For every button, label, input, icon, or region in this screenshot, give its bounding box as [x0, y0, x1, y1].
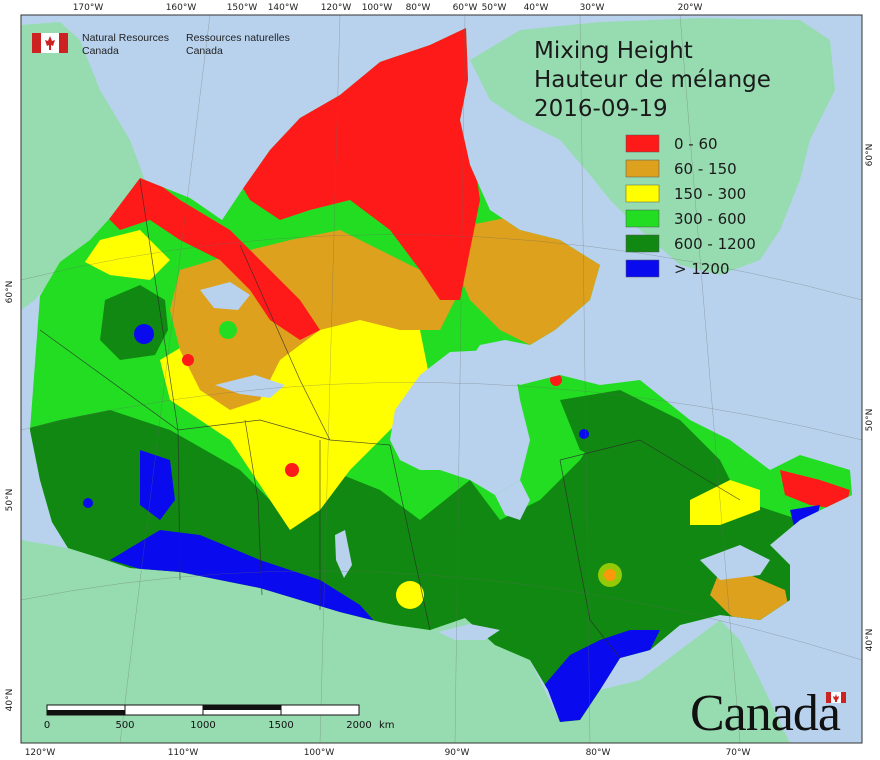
top-tick-label: 160°W — [166, 3, 197, 13]
zone-islands-red — [235, 28, 480, 300]
legend-label: 60 - 150 — [674, 160, 737, 178]
legend-label: 0 - 60 — [674, 135, 718, 153]
legend-swatch — [625, 234, 660, 253]
legend-swatch — [625, 259, 660, 278]
lake-winnipeg — [335, 530, 352, 578]
canada-flag-icon — [32, 33, 68, 53]
map-title: Mixing Height Hauteur de mélange 2016-09… — [534, 38, 771, 122]
agency-name-en-line1: Natural Resources — [82, 32, 169, 44]
scale-bar: 0 500 1000 1500 2000 km — [44, 704, 395, 731]
left-tick-label: 60°N — [5, 281, 15, 304]
zone-labrador-yellow — [690, 480, 760, 525]
gulf-st-lawrence — [700, 545, 770, 580]
zone-northwest-darkgreen — [100, 285, 168, 360]
wordmark-flag-icon — [826, 692, 846, 703]
top-tick-label: 140°W — [268, 3, 299, 13]
bottom-tick-label: 110°W — [168, 748, 199, 758]
scale-label: 1000 — [190, 720, 215, 731]
legend-swatch — [625, 159, 660, 178]
top-tick-label: 30°W — [580, 3, 605, 13]
map-frame — [20, 14, 863, 744]
spot-yellow-1 — [396, 581, 424, 609]
top-tick-label: 170°W — [73, 3, 104, 13]
james-bay — [495, 480, 530, 520]
graticule-lines — [21, 15, 862, 743]
legend-swatch — [625, 134, 660, 153]
legend-label: 600 - 1200 — [674, 235, 756, 253]
agency-name-en-line2: Canada — [82, 45, 119, 57]
spot-blue-northwest — [134, 324, 154, 344]
top-tick-label: 80°W — [406, 3, 431, 13]
legend-label: > 1200 — [674, 260, 730, 278]
scale-label: 1500 — [268, 720, 293, 731]
right-tick-label: 60°N — [865, 144, 875, 167]
spot-green-1 — [219, 321, 237, 339]
top-tick-label: 50°W — [482, 3, 507, 13]
zone-newfoundland-red — [780, 470, 850, 510]
title-fr: Hauteur de mélange — [534, 67, 771, 93]
agency-signature: Natural Resources Canada Ressources natu… — [32, 32, 290, 57]
left-tick-label: 50°N — [5, 489, 15, 512]
zone-arctic-red — [100, 170, 320, 340]
top-tick-label: 60°W — [453, 3, 478, 13]
scale-label: 0 — [44, 720, 50, 731]
lake-superior — [438, 624, 500, 640]
spot-red-3 — [550, 374, 562, 386]
spot-red-2 — [182, 354, 194, 366]
title-date: 2016-09-19 — [534, 96, 668, 122]
left-tick-label: 40°N — [5, 689, 15, 712]
top-tick-label: 150°W — [227, 3, 258, 13]
scale-label: 500 — [115, 720, 134, 731]
bottom-tick-label: 90°W — [445, 748, 470, 758]
bottom-tick-label: 100°W — [304, 748, 335, 758]
top-tick-label: 120°W — [321, 3, 352, 13]
top-tick-label: 40°W — [524, 3, 549, 13]
spot-red-1 — [285, 463, 299, 477]
bottom-tick-label: 120°W — [25, 748, 56, 758]
top-tick-label: 20°W — [678, 3, 703, 13]
zone-bc-blue — [140, 450, 175, 520]
canada-wordmark: Canada — [690, 685, 846, 742]
legend-swatch — [625, 209, 660, 228]
zone-arctic-orange — [455, 215, 600, 345]
bottom-tick-label: 80°W — [586, 748, 611, 758]
legend: 0 - 60 60 - 150 150 - 300 300 - 600 600 … — [625, 134, 756, 278]
agency-name-fr-line1: Ressources naturelles — [186, 32, 290, 44]
zone-east-darkgreen — [560, 390, 740, 520]
title-en: Mixing Height — [534, 38, 693, 64]
right-tick-label: 40°N — [865, 629, 875, 652]
agency-name-fr-line2: Canada — [186, 45, 223, 57]
bottom-tick-label: 70°W — [726, 748, 751, 758]
right-tick-label: 50°N — [865, 409, 875, 432]
province-boundaries — [39, 179, 741, 659]
spot-yellow-2 — [598, 563, 622, 587]
zone-south-blue — [110, 530, 375, 622]
legend-label: 300 - 600 — [674, 210, 746, 228]
scale-unit: km — [379, 720, 395, 731]
top-tick-label: 100°W — [362, 3, 393, 13]
wordmark-text: Canada — [690, 685, 841, 742]
zone-northern-yellow — [85, 230, 170, 280]
legend-swatch — [625, 184, 660, 203]
hudson-bay — [390, 350, 530, 495]
legend-label: 150 - 300 — [674, 185, 746, 203]
graticule-labels: 170°W 160°W 150°W 140°W 120°W 100°W 80°W… — [5, 3, 875, 758]
alaska-land — [21, 22, 145, 310]
great-bear-lake — [200, 282, 250, 310]
zone-ontario-blue — [540, 630, 660, 722]
spot-blue-2 — [83, 498, 93, 508]
great-slave-lake — [215, 375, 285, 398]
scale-label: 2000 — [346, 720, 371, 731]
spot-blue-3 — [579, 429, 589, 439]
